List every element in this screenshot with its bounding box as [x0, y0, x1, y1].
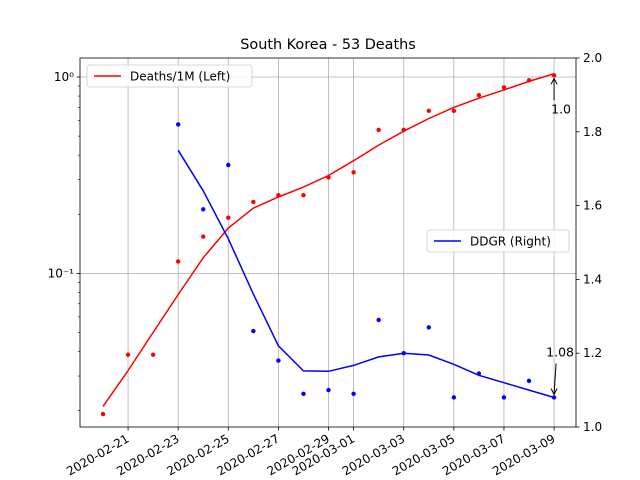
right-y-tick-label: 1.6: [583, 199, 602, 213]
data-point: [226, 162, 231, 168]
data-point: [401, 127, 406, 133]
annotation-label: 1.08: [546, 344, 574, 359]
data-point: [451, 395, 457, 400]
right-y-axis: 1.0 1.2 1.4 1.6 1.8 2.0: [576, 51, 602, 434]
data-point: [426, 325, 431, 330]
right-y-tick-label: 1.4: [583, 272, 602, 286]
data-point: [501, 85, 507, 90]
left-y-tick-label: 10⁻¹: [48, 266, 75, 280]
data-point: [150, 352, 156, 357]
data-point: [201, 234, 206, 239]
annotation-label: 1.0: [551, 101, 571, 116]
data-point: [100, 411, 106, 417]
data-point: [551, 395, 557, 400]
data-point: [376, 317, 381, 323]
legend-box: [426, 229, 570, 253]
legend-ddgr: DDGR (Right): [426, 229, 570, 253]
annotation-arrowhead: [550, 388, 558, 396]
annotation-arrowhead: [550, 77, 558, 85]
data-point: [251, 328, 256, 334]
data-point: [251, 199, 256, 205]
x-axis: 2020-02-212020-02-232020-02-252020-02-27…: [64, 427, 558, 478]
data-point: [301, 391, 306, 396]
data-point: [326, 175, 331, 180]
annotations: 1.0 1.08: [546, 77, 574, 396]
series-ddgr: [175, 122, 557, 400]
data-point: [351, 170, 356, 175]
chart-title: South Korea - 53 Deaths: [240, 37, 415, 53]
legend-deaths: Deaths/1M (Left): [86, 64, 253, 88]
data-point: [226, 215, 231, 220]
data-point: [175, 259, 181, 264]
data-point: [201, 207, 206, 212]
data-point: [501, 395, 507, 400]
data-point: [476, 371, 482, 376]
annotation-arrow: [553, 363, 557, 395]
legend-box: [86, 64, 253, 88]
data-point: [351, 391, 356, 396]
plot-series: [100, 72, 557, 417]
data-point: [426, 108, 431, 113]
data-point: [551, 73, 557, 78]
data-point: [526, 378, 532, 384]
data-point: [476, 93, 482, 98]
legend-label: DDGR (Right): [470, 235, 551, 249]
data-point: [175, 122, 181, 127]
right-y-tick-label: 1.2: [583, 346, 602, 360]
right-y-tick-label: 1.0: [583, 420, 602, 434]
data-point: [401, 351, 406, 356]
data-point: [276, 358, 281, 363]
right-y-tick-label: 1.8: [583, 125, 602, 139]
data-point: [526, 78, 532, 83]
left-y-axis: 10⁰ 10⁻¹: [48, 70, 80, 411]
series-line: [177, 149, 555, 399]
data-point: [276, 193, 281, 198]
series-deaths-per-million: [100, 72, 557, 417]
data-point: [326, 387, 331, 393]
right-y-tick-label: 2.0: [583, 51, 602, 65]
data-point: [301, 193, 306, 198]
data-point: [125, 352, 131, 357]
plot-frame: [79, 57, 577, 428]
legend-label: Deaths/1M (Left): [130, 70, 230, 84]
data-point: [376, 127, 381, 133]
data-point: [451, 108, 457, 113]
left-y-tick-label: 10⁰: [54, 70, 74, 84]
legends: Deaths/1M (Left) DDGR (Right): [86, 64, 570, 253]
